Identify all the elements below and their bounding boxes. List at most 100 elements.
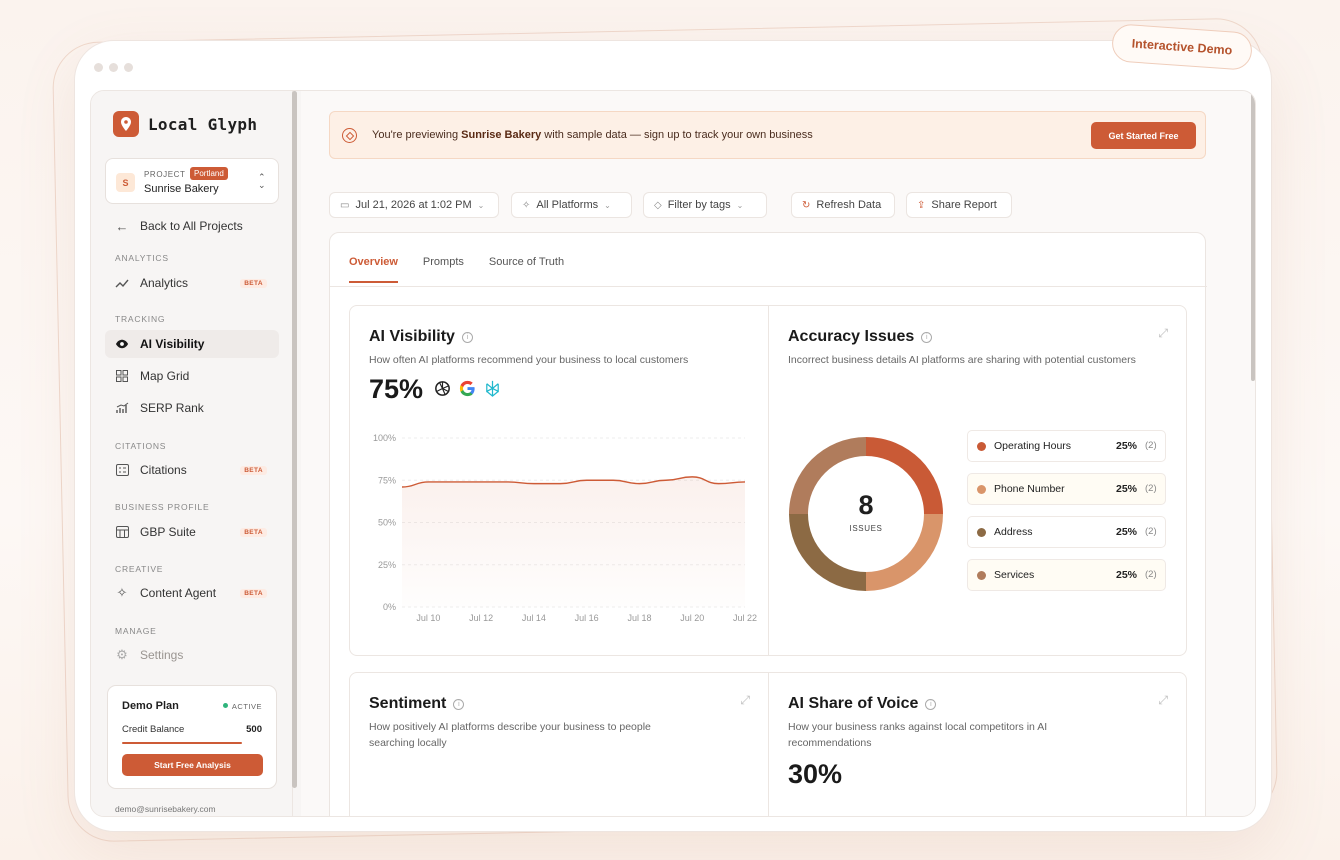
- donut-slice[interactable]: [789, 514, 866, 591]
- panel-description: How often AI platforms recommend your bu…: [369, 354, 689, 366]
- expand-icon[interactable]: ⤢: [1158, 326, 1168, 340]
- y-tick-label: 100%: [373, 433, 396, 443]
- sidebar-scrollbar[interactable]: [292, 91, 297, 788]
- brand-logo[interactable]: Local Glyph: [113, 111, 257, 137]
- legend-percent: 25%: [1116, 440, 1138, 452]
- bar-chart-icon: [115, 401, 129, 415]
- tab-bar: Overview Prompts Source of Truth: [349, 256, 564, 283]
- compass-icon: [342, 128, 357, 143]
- donut-slice[interactable]: [866, 437, 943, 514]
- sidebar-item-label: AI Visibility: [140, 337, 205, 351]
- y-tick-label: 0%: [383, 602, 396, 612]
- share-report-button[interactable]: ⇪ Share Report: [906, 192, 1012, 218]
- legend-item[interactable]: Phone Number 25% (2): [967, 473, 1166, 505]
- tab-source-of-truth[interactable]: Source of Truth: [488, 256, 565, 268]
- sparkle-icon: ✧: [116, 585, 128, 600]
- sidebar-item-citations[interactable]: Citations BETA: [105, 456, 279, 484]
- info-icon[interactable]: i: [921, 332, 933, 343]
- banner-suffix: with sample data — sign up to track your…: [541, 129, 813, 141]
- panel-description: Incorrect business details AI platforms …: [788, 354, 1136, 366]
- brand-name: Local Glyph: [148, 114, 258, 134]
- sidebar-item-label: Content Agent: [140, 586, 217, 600]
- credit-balance-label: Credit Balance: [122, 724, 185, 735]
- legend-item[interactable]: Services 25% (2): [967, 559, 1166, 591]
- tags-filter-dropdown[interactable]: ◇ Filter by tags ⌄: [643, 192, 767, 218]
- x-tick-label: Jul 16: [575, 613, 599, 623]
- x-tick-label: Jul 14: [522, 613, 546, 623]
- sidebar-item-label: SERP Rank: [140, 401, 204, 415]
- panel-description: How your business ranks against local co…: [788, 721, 1048, 749]
- back-to-projects-link[interactable]: ← Back to All Projects: [105, 212, 279, 240]
- eye-icon: [115, 337, 129, 351]
- share-label: Share Report: [931, 199, 997, 211]
- sidebar-item-label: Map Grid: [140, 369, 190, 383]
- sidebar-item-analytics[interactable]: Analytics BETA: [105, 269, 279, 297]
- sidebar-item-ai-visibility[interactable]: AI Visibility: [105, 330, 279, 358]
- tab-overview[interactable]: Overview: [349, 256, 398, 283]
- issues-total: 8: [858, 490, 874, 520]
- legend-item[interactable]: Operating Hours 25% (2): [967, 430, 1166, 462]
- gear-icon: ⚙: [116, 647, 128, 662]
- sidebar-item-gbp-suite[interactable]: GBP Suite BETA: [105, 518, 279, 546]
- plan-title: Demo Plan: [122, 700, 179, 712]
- expand-icon[interactable]: ⤢: [1158, 693, 1168, 707]
- date-picker[interactable]: ▭ Jul 21, 2026 at 1:02 PM ⌄: [329, 192, 499, 218]
- main-scrollbar[interactable]: [1251, 91, 1255, 381]
- donut-slice[interactable]: [866, 514, 943, 591]
- banner-text: You're previewing Sunrise Bakery with sa…: [372, 129, 813, 141]
- start-free-analysis-button[interactable]: Start Free Analysis: [122, 754, 263, 776]
- sidebar-item-settings[interactable]: ⚙ Settings: [105, 641, 279, 669]
- accuracy-title: Accuracy Issues: [788, 328, 915, 345]
- refresh-label: Refresh Data: [816, 199, 882, 211]
- info-icon[interactable]: i: [925, 699, 937, 710]
- grid-icon: [115, 369, 129, 383]
- beta-badge: BETA: [240, 589, 267, 598]
- sidebar-item-map-grid[interactable]: Map Grid: [105, 362, 279, 390]
- expand-icon[interactable]: ⤢: [740, 693, 750, 707]
- refresh-data-button[interactable]: ↻ Refresh Data: [791, 192, 895, 218]
- main-content: You're previewing Sunrise Bakery with sa…: [301, 91, 1255, 816]
- ai-visibility-title: AI Visibility: [369, 328, 455, 345]
- share-of-voice-panel: AI Share of Voice i ⤢ How your business r…: [768, 672, 1187, 816]
- chevron-up-down-icon: ⌃ ⌄: [258, 172, 266, 190]
- legend-item[interactable]: Address 25% (2): [967, 516, 1166, 548]
- section-tracking: TRACKING: [115, 314, 166, 324]
- section-creative: CREATIVE: [115, 564, 164, 574]
- info-icon[interactable]: i: [453, 699, 465, 710]
- project-avatar: S: [116, 173, 135, 192]
- sidebar-item-label: Analytics: [140, 276, 189, 290]
- preview-banner: You're previewing Sunrise Bakery with sa…: [329, 111, 1206, 159]
- donut-slice[interactable]: [789, 437, 866, 514]
- legend-label: Address: [994, 526, 1033, 538]
- calendar-icon: ▭: [340, 199, 350, 211]
- status-badge: ACTIVE: [222, 702, 262, 711]
- panel-title: Sentiment i: [369, 695, 465, 713]
- tab-divider: [330, 286, 1207, 287]
- sidebar-item-content-agent[interactable]: ✧ Content Agent BETA: [105, 579, 279, 607]
- panel-title: AI Visibility i: [369, 328, 473, 346]
- share-of-voice-title: AI Share of Voice: [788, 695, 919, 712]
- section-citations: CITATIONS: [115, 441, 167, 451]
- project-switcher[interactable]: S PROJECT Portland Sunrise Bakery ⌃ ⌄: [105, 158, 279, 204]
- platforms-dropdown[interactable]: ✧ All Platforms ⌄: [511, 192, 632, 218]
- visibility-series-line[interactable]: [401, 476, 746, 488]
- overview-card: Overview Prompts Source of Truth AI Visi…: [329, 232, 1207, 816]
- status-dot-icon: [222, 703, 228, 708]
- info-icon[interactable]: i: [461, 332, 473, 343]
- banner-prefix: You're previewing: [372, 129, 462, 141]
- tags-value: Filter by tags: [667, 199, 731, 211]
- accuracy-issues-panel: Accuracy Issues i ⤢ Incorrect business de…: [768, 305, 1187, 656]
- y-tick-label: 75%: [378, 475, 396, 485]
- get-started-free-button[interactable]: Get Started Free: [1091, 122, 1196, 149]
- legend-label: Phone Number: [994, 483, 1065, 495]
- tab-prompts[interactable]: Prompts: [422, 256, 464, 268]
- legend-count: (2): [1145, 569, 1157, 580]
- window-dot: [124, 63, 133, 72]
- legend-count: (2): [1145, 526, 1157, 537]
- banner-business: Sunrise Bakery: [461, 129, 542, 141]
- perplexity-icon: [486, 380, 499, 397]
- status-label: ACTIVE: [231, 702, 262, 711]
- legend-count: (2): [1145, 440, 1157, 451]
- sentiment-panel: Sentiment i ⤢ How positively AI platforms…: [349, 672, 769, 816]
- sidebar-item-serp-rank[interactable]: SERP Rank: [105, 394, 279, 422]
